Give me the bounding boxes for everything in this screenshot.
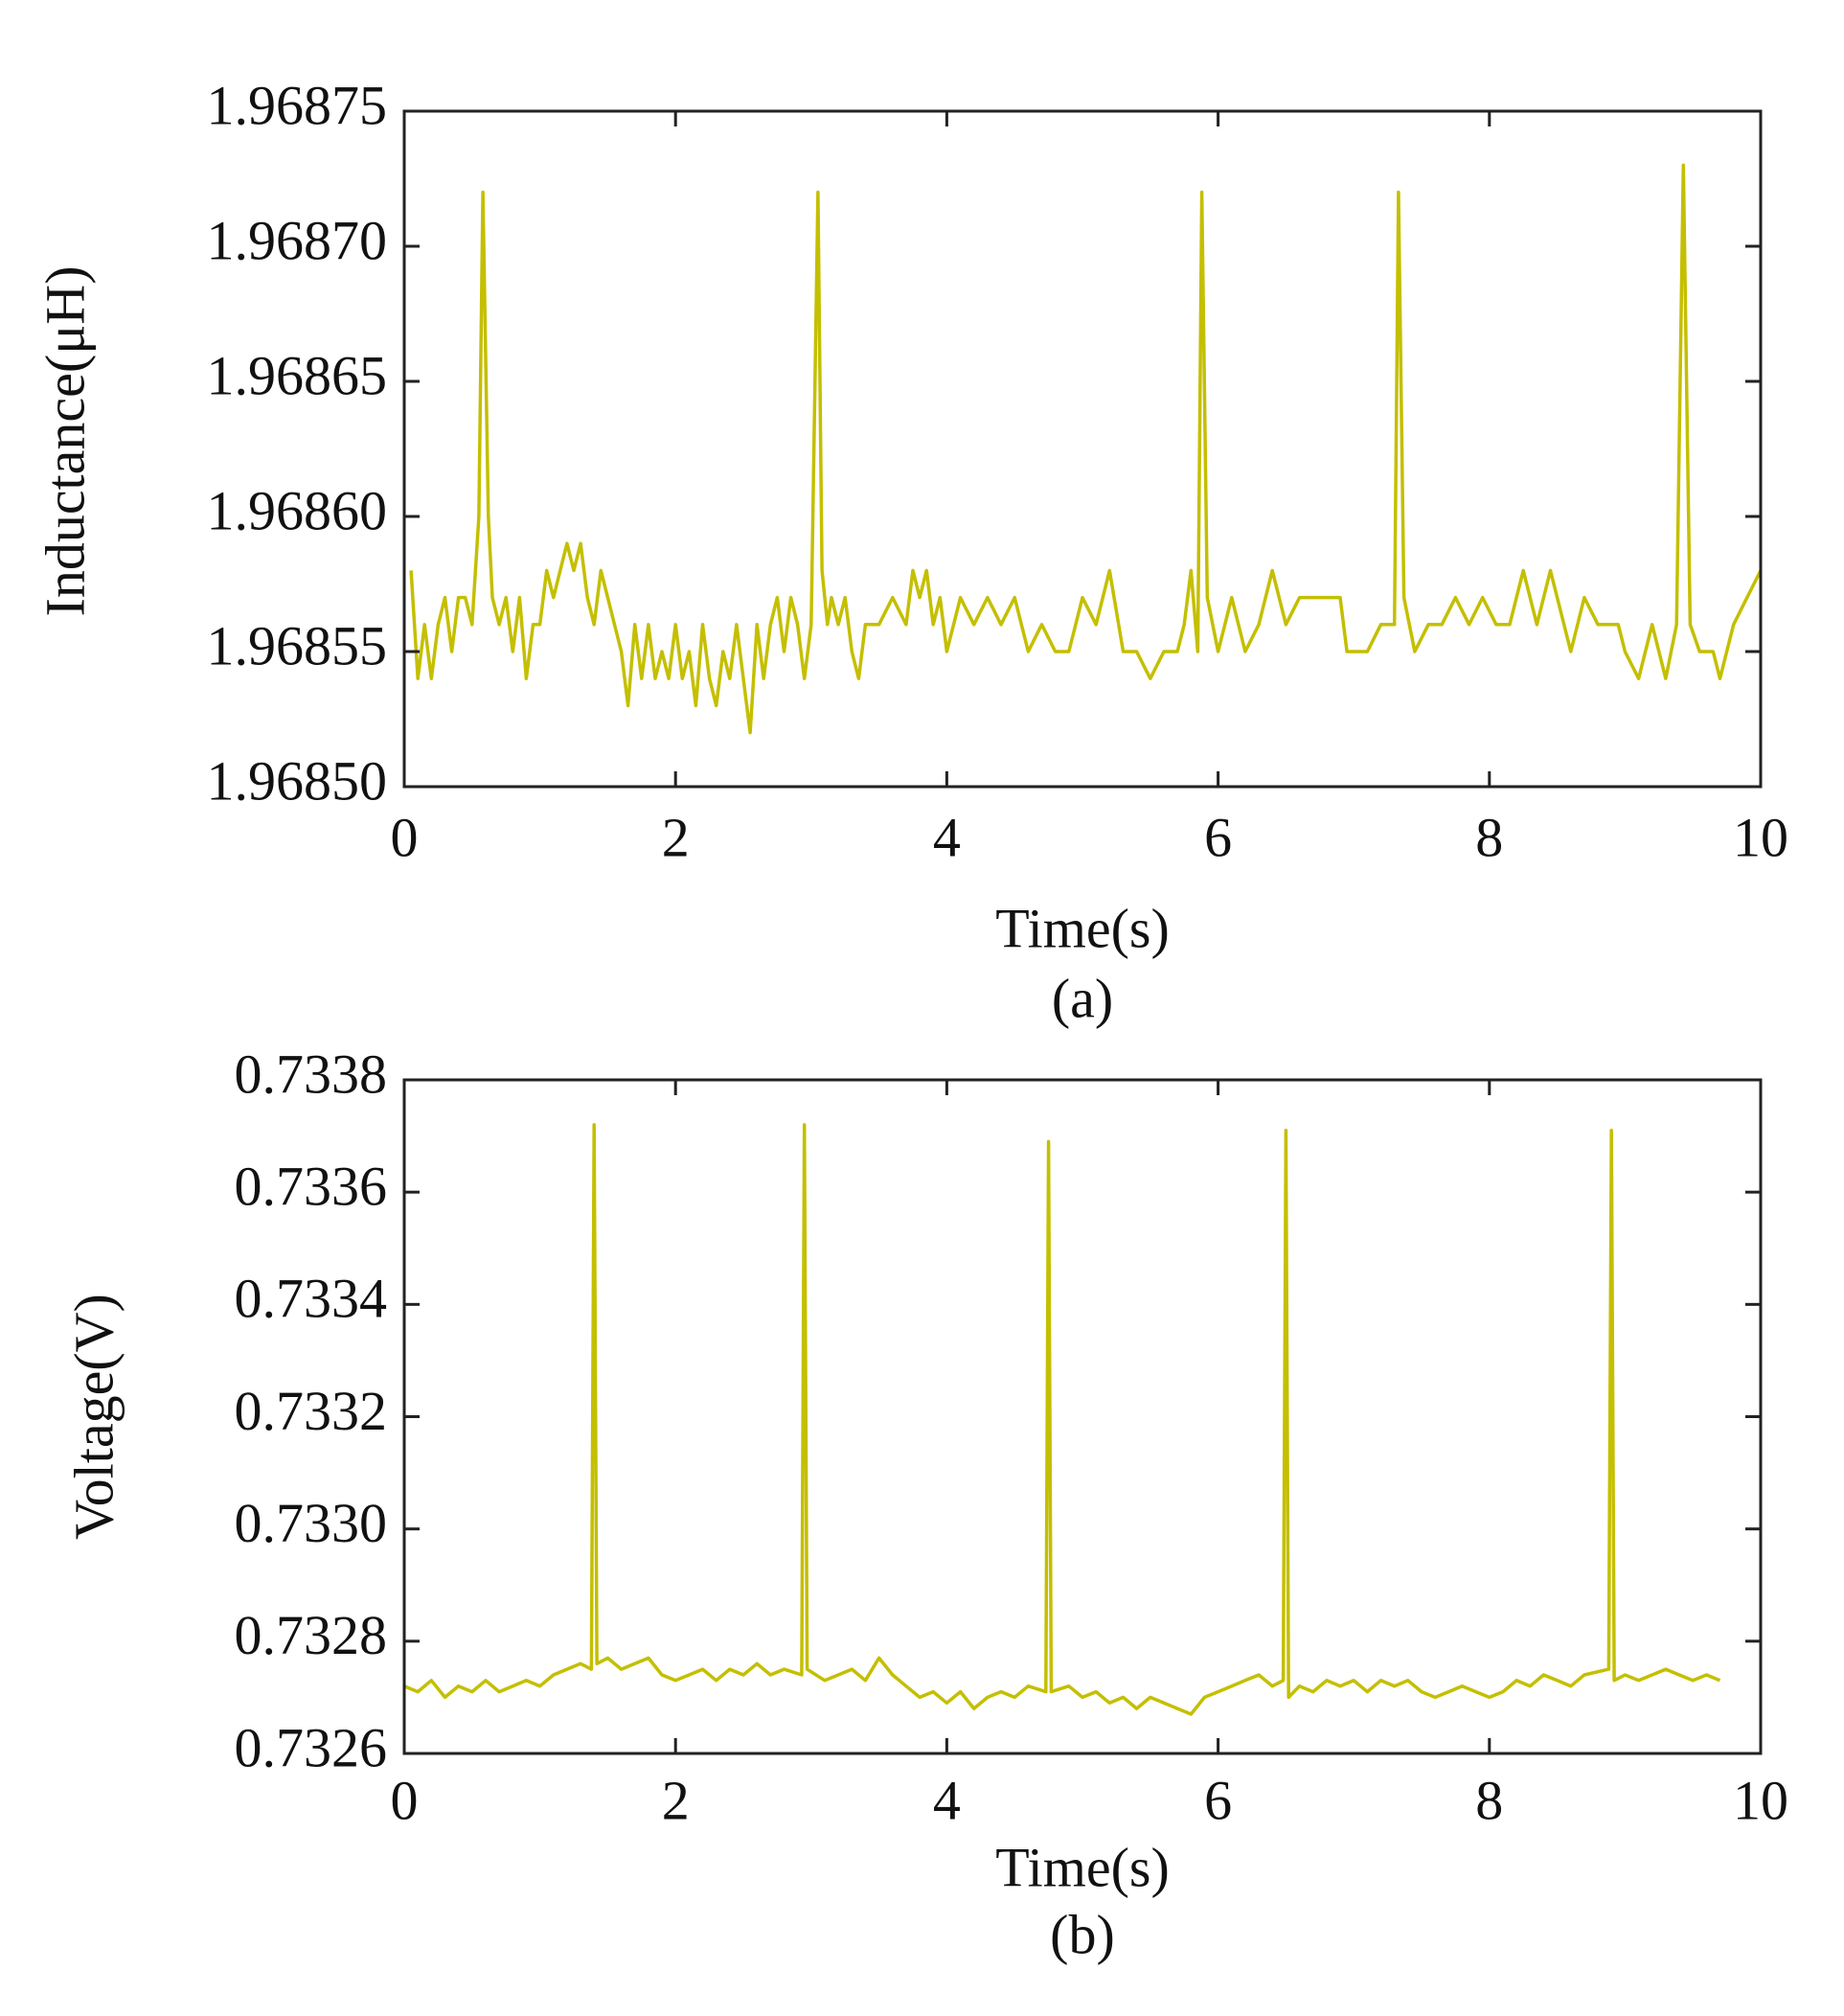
x-tick-label: 8 (1475, 1769, 1503, 1831)
x-axis-label: Time(s) (995, 1836, 1170, 1898)
x-tick-label: 6 (1204, 806, 1232, 868)
y-tick-label: 0.7338 (235, 1042, 388, 1105)
data-line (409, 163, 1763, 735)
x-axis-label: Time(s) (995, 897, 1170, 959)
x-tick-label: 0 (391, 1769, 419, 1831)
x-tick-label: 2 (662, 806, 690, 868)
y-tick-label: 1.96860 (207, 479, 388, 541)
x-tick-label: 4 (933, 806, 961, 868)
y-tick-label: 1.96850 (207, 749, 388, 812)
x-tick-label: 2 (662, 1769, 690, 1831)
x-tick-label: 10 (1733, 1769, 1788, 1831)
y-tick-label: 1.96865 (207, 344, 388, 406)
y-tick-label: 0.7326 (235, 1716, 388, 1778)
y-tick-label: 0.7328 (235, 1604, 388, 1666)
y-axis-label: Voltage(V) (62, 1294, 125, 1540)
y-tick-label: 1.96855 (207, 614, 388, 676)
y-tick-label: 0.7336 (235, 1155, 388, 1217)
y-axis-label: Inductance(μH) (34, 265, 96, 616)
y-tick-label: 1.96870 (207, 209, 388, 271)
y-tick-label: 0.7332 (235, 1380, 388, 1442)
plot-frame (402, 109, 1763, 789)
x-tick-label: 10 (1733, 806, 1788, 868)
y-tick-label: 1.96875 (207, 74, 388, 136)
x-tick-label: 0 (391, 806, 419, 868)
y-tick-label: 0.7330 (235, 1492, 388, 1554)
plot-frame (402, 1078, 1763, 1755)
x-tick-label: 6 (1204, 1769, 1232, 1831)
caption: (b) (1050, 1903, 1115, 1965)
y-tick-label: 0.7334 (235, 1268, 388, 1330)
data-line (403, 1123, 1721, 1716)
x-tick-label: 8 (1475, 806, 1503, 868)
caption: (a) (1052, 967, 1113, 1029)
x-tick-label: 4 (933, 1769, 961, 1831)
